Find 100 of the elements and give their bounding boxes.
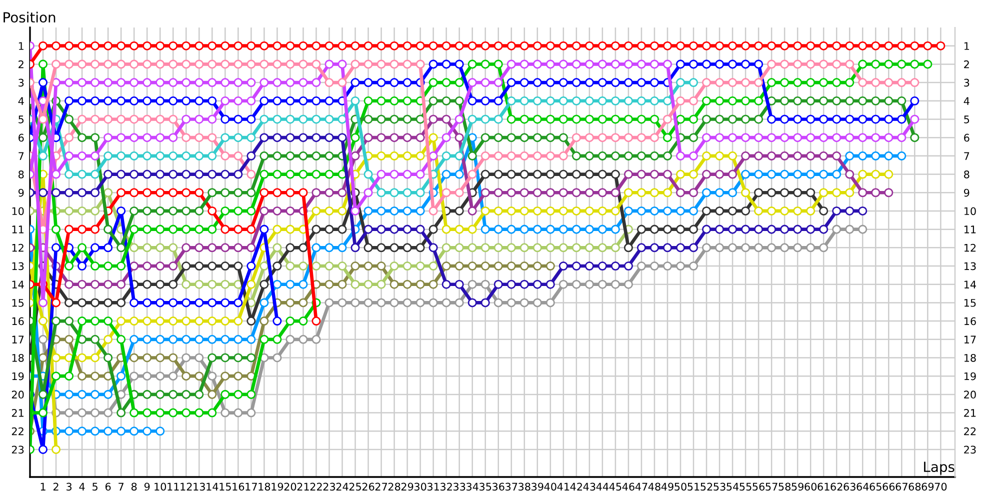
point xyxy=(208,408,217,418)
y-tick-label: 18 xyxy=(12,354,24,362)
x-tick-label: 25 xyxy=(349,482,361,491)
point xyxy=(38,444,48,454)
point xyxy=(130,151,139,160)
point xyxy=(194,78,204,88)
point xyxy=(78,426,87,436)
y-tick-label: 22 xyxy=(12,427,24,436)
x-tick-label: 30 xyxy=(414,482,426,491)
point xyxy=(38,390,48,399)
y2-tick-label: 21 xyxy=(964,409,976,417)
point xyxy=(416,280,425,289)
point xyxy=(364,261,373,271)
point xyxy=(142,114,152,124)
point xyxy=(610,243,620,252)
point xyxy=(104,78,113,88)
x-tick-label: 66 xyxy=(882,482,895,491)
point xyxy=(324,261,334,271)
point xyxy=(546,243,555,252)
y2-tick-label: 5 xyxy=(964,116,970,124)
point xyxy=(260,316,269,326)
point xyxy=(104,426,113,436)
point xyxy=(286,261,295,271)
point xyxy=(156,426,165,436)
point xyxy=(116,151,126,160)
point xyxy=(416,188,425,198)
x-axis-title: Laps xyxy=(924,462,954,475)
x-tick-label: 33 xyxy=(453,482,466,491)
point xyxy=(234,133,243,142)
point xyxy=(676,78,686,88)
point xyxy=(168,78,178,88)
point xyxy=(468,243,477,252)
point xyxy=(168,298,178,308)
point xyxy=(246,353,256,362)
x-tick-label: 26 xyxy=(362,482,374,491)
x-tick-label: 53 xyxy=(714,482,726,491)
x-tick-label: 64 xyxy=(856,482,869,491)
point xyxy=(220,353,230,362)
point xyxy=(494,261,503,271)
point xyxy=(90,316,100,326)
point xyxy=(546,96,555,106)
point xyxy=(246,390,256,399)
point xyxy=(130,426,139,436)
point xyxy=(312,316,321,326)
point xyxy=(78,78,87,88)
x-tick-label: 58 xyxy=(778,482,790,491)
y-tick-label: 6 xyxy=(18,134,24,142)
point xyxy=(130,353,139,362)
point xyxy=(90,372,100,381)
point xyxy=(298,188,308,198)
point xyxy=(156,408,165,418)
point xyxy=(234,298,243,308)
point xyxy=(142,151,152,160)
point xyxy=(182,188,191,198)
point xyxy=(390,188,399,198)
point xyxy=(208,390,217,399)
point xyxy=(182,372,191,381)
x-tick-label: 7 xyxy=(118,482,124,490)
point xyxy=(272,334,282,344)
point xyxy=(194,133,204,142)
point xyxy=(156,243,165,252)
point xyxy=(480,114,490,124)
point xyxy=(64,372,74,381)
y2-tick-label: 6 xyxy=(964,134,970,142)
point xyxy=(298,316,308,326)
x-tick-label: 17 xyxy=(246,482,257,490)
y-tick-label: 9 xyxy=(18,188,24,197)
point xyxy=(104,188,113,198)
point xyxy=(182,280,191,289)
x-tick-label: 63 xyxy=(844,482,856,491)
point xyxy=(64,426,74,436)
point xyxy=(350,261,360,271)
point xyxy=(532,243,542,252)
point xyxy=(182,390,191,399)
point xyxy=(142,243,152,252)
point xyxy=(272,316,282,326)
y-tick-label: 12 xyxy=(12,244,24,252)
point xyxy=(312,261,321,271)
y-tick-label: 7 xyxy=(18,152,24,160)
x-tick-label: 16 xyxy=(232,482,244,491)
point xyxy=(468,261,477,271)
point xyxy=(208,78,217,88)
point xyxy=(52,243,61,252)
point xyxy=(194,298,204,308)
point xyxy=(220,78,230,88)
y-tick-label: 11 xyxy=(12,226,24,234)
point xyxy=(272,114,282,124)
point xyxy=(182,298,191,308)
point xyxy=(650,96,659,106)
point xyxy=(376,188,386,198)
point xyxy=(428,280,438,289)
point xyxy=(220,280,230,289)
point xyxy=(662,96,672,106)
point xyxy=(442,261,451,271)
point xyxy=(52,444,61,454)
x-tick-label: 51 xyxy=(688,482,700,491)
point xyxy=(78,114,87,124)
y-tick-label: 1 xyxy=(18,42,24,50)
x-tick-label: 41 xyxy=(557,482,570,490)
point xyxy=(624,96,633,106)
